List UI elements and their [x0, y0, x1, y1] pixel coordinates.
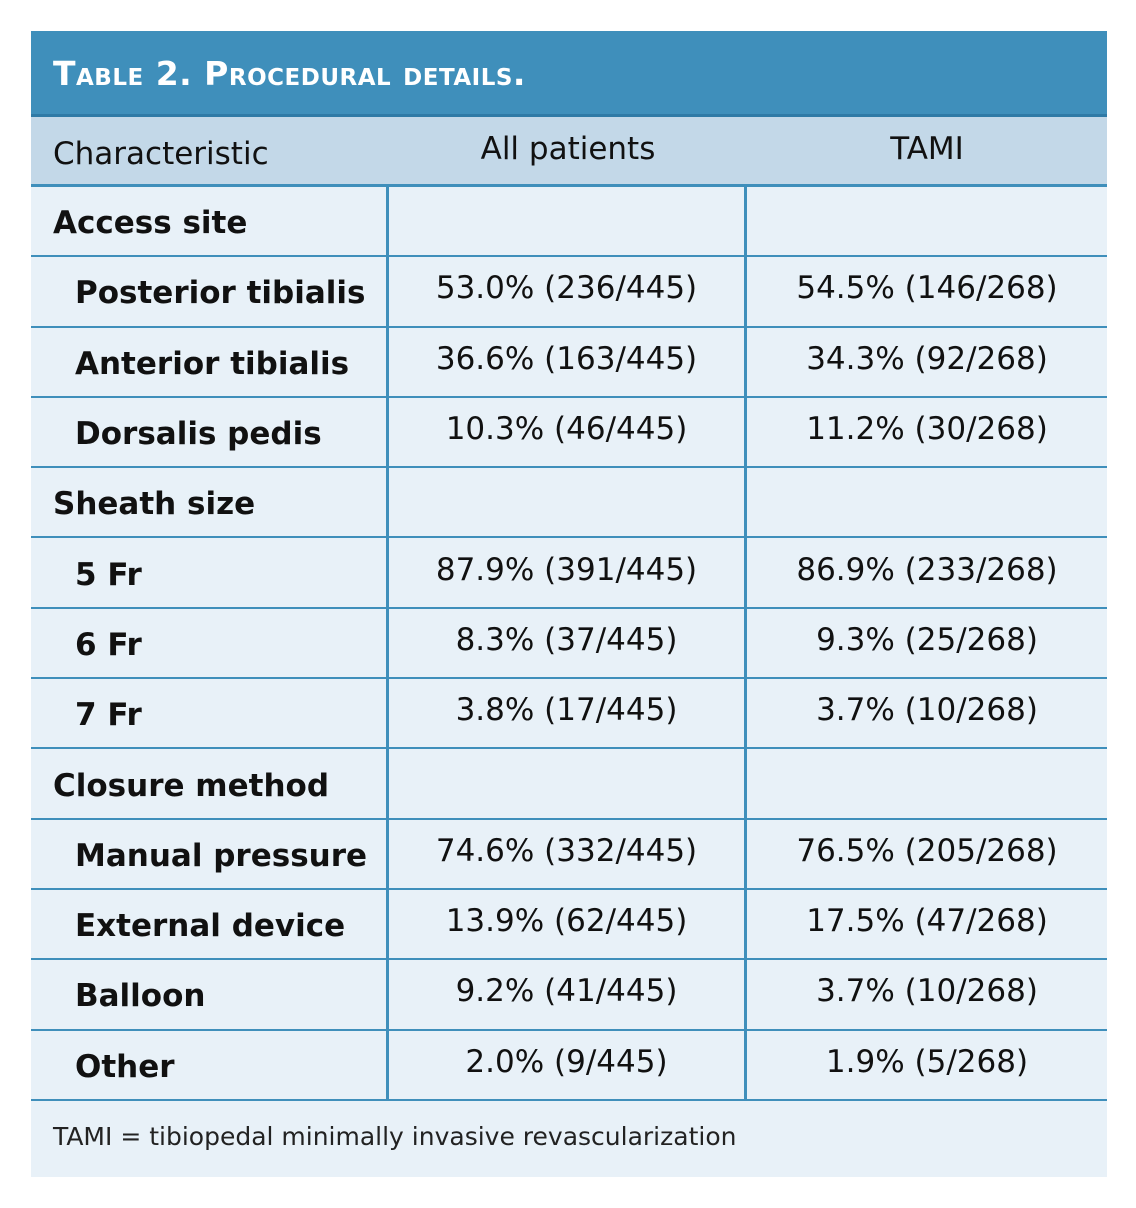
cell-tami: 17.5% (47/268)	[806, 903, 1048, 940]
cell-tami	[747, 468, 1107, 536]
group-label: Sheath size	[31, 468, 389, 537]
cell-tami: 11.2% (30/268)	[806, 411, 1048, 448]
table-row: 6 Fr 8.3% (37/445) 9.3% (25/268)	[31, 608, 1107, 680]
procedural-details-table: Table 2. Procedural details. Characteris…	[31, 31, 1107, 1177]
cell-tami	[747, 749, 1107, 817]
cell-all-patients: 53.0% (236/445)	[389, 257, 747, 326]
table-row: Balloon 9.2% (41/445) 3.7% (10/268)	[31, 960, 1107, 1031]
cell-all-patients: 13.9% (62/445)	[389, 889, 747, 959]
cell-all-patients: 36.6% (163/445)	[389, 327, 747, 396]
table-row: Manual pressure 74.6% (332/445) 76.5% (205…	[31, 819, 1107, 890]
table-row: 5 Fr 87.9% (391/445) 86.9% (233/268)	[31, 538, 1107, 609]
table-row: External device 13.9% (62/445) 17.5% (47/2…	[31, 889, 1107, 961]
cell-tami: 3.7% (10/268)	[816, 692, 1038, 729]
table-group-row: Sheath size	[31, 468, 1107, 539]
row-label: Balloon	[31, 960, 389, 1029]
table-row: Dorsalis pedis 10.3% (46/445) 11.2% (30/26…	[31, 397, 1107, 469]
row-label: 7 Fr	[31, 679, 389, 748]
cell-all-patients: 74.6% (332/445)	[389, 819, 747, 888]
table-title-bar: Table 2. Procedural details.	[31, 31, 1107, 117]
row-label: Anterior tibialis	[31, 327, 389, 396]
cell-all-patients	[389, 749, 747, 818]
table-row: Other 2.0% (9/445) 1.9% (5/268)	[31, 1030, 1107, 1101]
table-body: Access site Posterior tibialis 53.0% (236/…	[31, 187, 1107, 1101]
cell-all-patients: 87.9% (391/445)	[389, 538, 747, 607]
cell-tami	[747, 187, 1107, 255]
cell-all-patients: 3.8% (17/445)	[389, 679, 747, 748]
table-group-row: Access site	[31, 187, 1107, 258]
row-label: Dorsalis pedis	[31, 397, 389, 467]
cell-tami: 3.7% (10/268)	[816, 973, 1038, 1010]
row-label: 5 Fr	[31, 538, 389, 607]
cell-tami: 76.5% (205/268)	[796, 832, 1058, 869]
cell-all-patients: 10.3% (46/445)	[389, 397, 747, 467]
header-tami: TAMI	[890, 130, 964, 167]
cell-tami: 1.9% (5/268)	[825, 1043, 1029, 1080]
cell-all-patients	[389, 187, 747, 256]
cell-tami: 9.3% (25/268)	[816, 621, 1038, 658]
cell-all-patients: 2.0% (9/445)	[389, 1030, 747, 1099]
cell-tami: 86.9% (233/268)	[796, 551, 1058, 588]
table-row: Posterior tibialis 53.0% (236/445) 54.5% (…	[31, 257, 1107, 328]
table-row: 7 Fr 3.8% (17/445) 3.7% (10/268)	[31, 679, 1107, 750]
group-label: Access site	[31, 187, 389, 256]
cell-all-patients: 8.3% (37/445)	[389, 608, 747, 678]
table-group-row: Closure method	[31, 749, 1107, 820]
cell-tami: 34.3% (92/268)	[806, 340, 1048, 377]
header-all-patients: All patients	[480, 130, 656, 167]
row-label: 6 Fr	[31, 608, 389, 678]
header-characteristic: Characteristic	[53, 135, 269, 172]
table-header-row: Characteristic All patients TAMI	[31, 117, 1107, 187]
row-label: Manual pressure	[31, 819, 389, 888]
cell-all-patients: 9.2% (41/445)	[389, 960, 747, 1029]
group-label: Closure method	[31, 749, 389, 818]
row-label: Other	[31, 1030, 389, 1099]
row-label: External device	[31, 889, 389, 959]
cell-all-patients	[389, 468, 747, 537]
table-footnote: TAMI = tibiopedal minimally invasive rev…	[31, 1100, 1107, 1177]
row-label: Posterior tibialis	[31, 257, 389, 326]
cell-tami: 54.5% (146/268)	[796, 270, 1058, 307]
table-row: Anterior tibialis 36.6% (163/445) 34.3% (9…	[31, 327, 1107, 398]
table-title: Table 2. Procedural details.	[53, 54, 526, 93]
